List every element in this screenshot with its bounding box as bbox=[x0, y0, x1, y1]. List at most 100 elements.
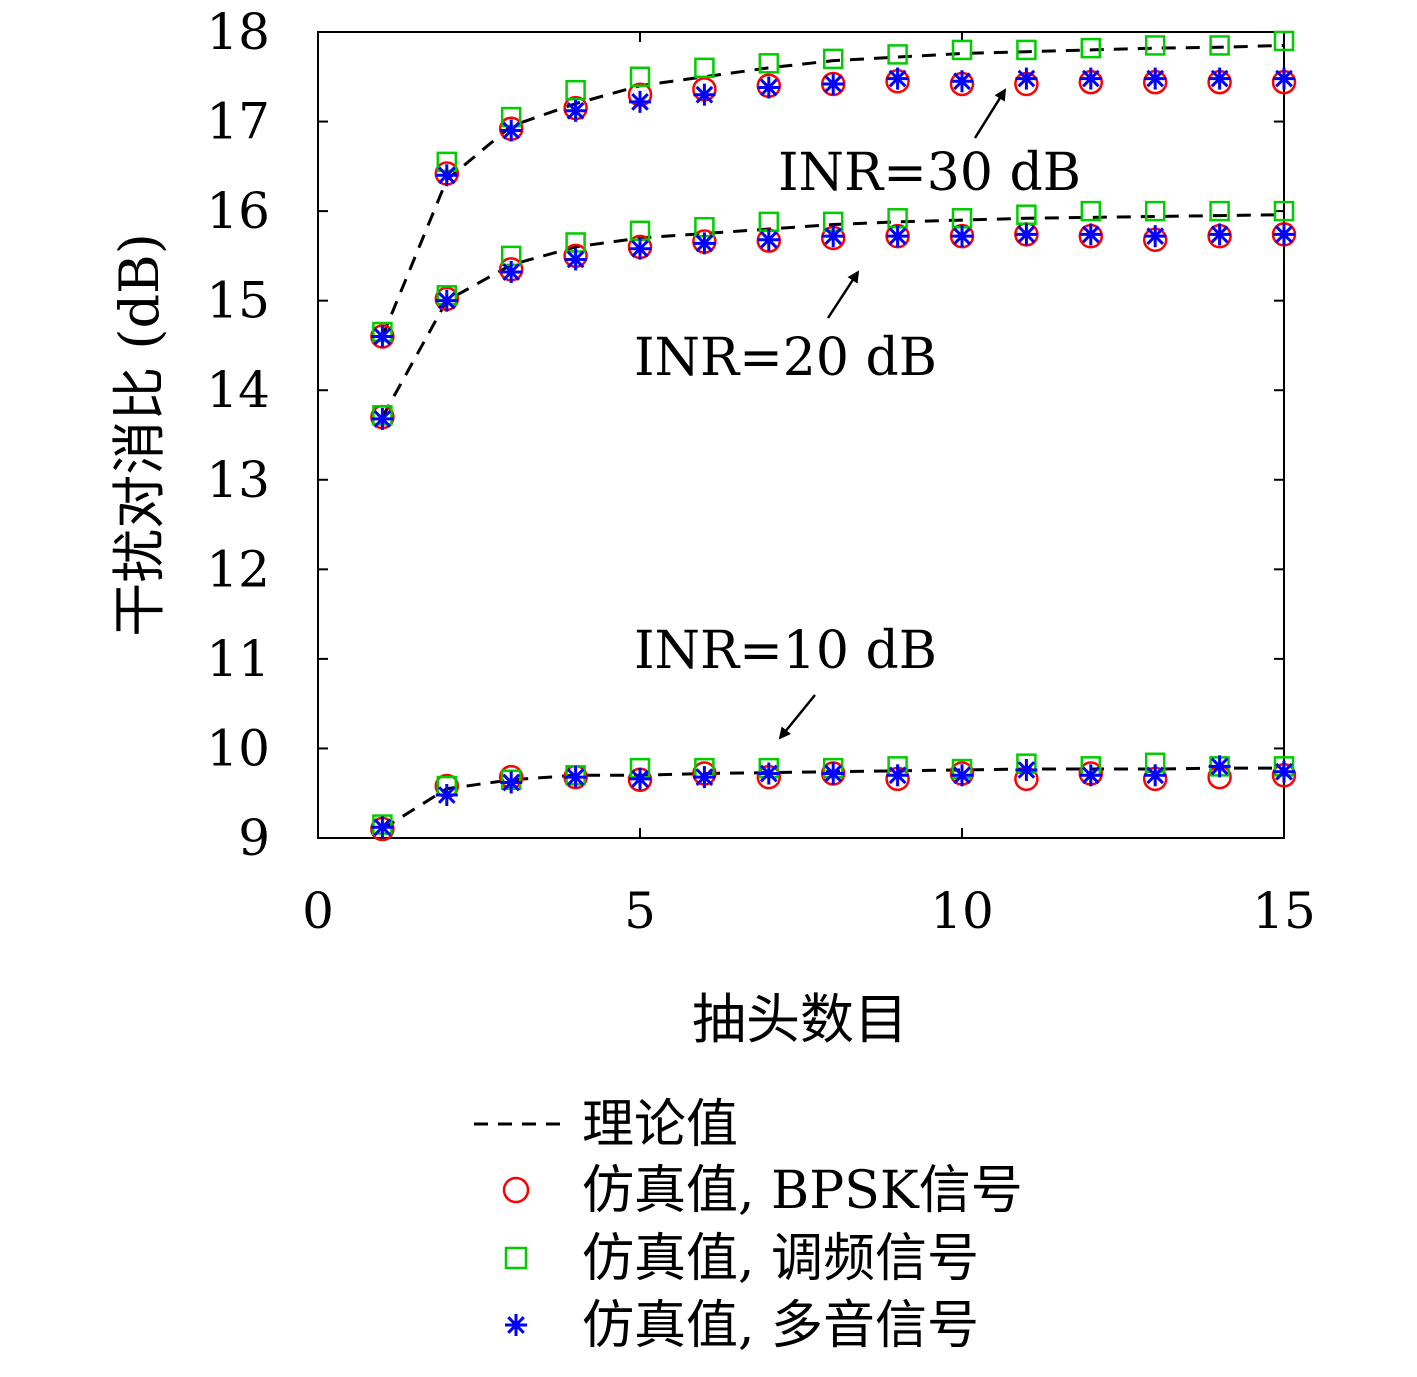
multitone-point bbox=[693, 766, 716, 789]
y-tick-label: 18 bbox=[206, 3, 270, 61]
y-tick-label: 12 bbox=[206, 540, 270, 598]
annotations: INR=30 dB INR=20 dB INR=10 dB bbox=[634, 88, 1081, 740]
fm-point bbox=[1016, 204, 1037, 225]
fm-point bbox=[1273, 200, 1295, 222]
theory-series-line bbox=[381, 213, 1285, 418]
multitone-point bbox=[1079, 223, 1102, 246]
fm-point bbox=[1209, 35, 1230, 56]
y-tick-label: 13 bbox=[206, 451, 270, 509]
theory-series-line bbox=[381, 43, 1285, 338]
multitone-point bbox=[1079, 67, 1102, 90]
y-tick-labels: 9 10 11 12 13 14 15 16 17 18 bbox=[206, 3, 270, 867]
y-tick-label: 11 bbox=[206, 630, 270, 688]
multitone-point bbox=[886, 764, 909, 787]
multitone-point bbox=[629, 767, 651, 790]
multitone-point bbox=[886, 67, 909, 90]
inr-annotation: INR=20 dB bbox=[634, 328, 937, 388]
x-axis-label: 抽头数目 bbox=[692, 988, 908, 1051]
multitone-point bbox=[1208, 755, 1231, 778]
legend-label: 仿真值, BPSK信号 bbox=[582, 1161, 1023, 1221]
y-tick-label: 14 bbox=[206, 361, 270, 419]
legend-item: 仿真值, 多音信号 bbox=[505, 1296, 979, 1356]
legend-label: 仿真值, 多音信号 bbox=[582, 1296, 979, 1356]
multitone-point bbox=[1144, 67, 1167, 90]
multitone-point bbox=[693, 83, 716, 106]
x-tick-label: 5 bbox=[624, 882, 656, 940]
multitone-point bbox=[1273, 67, 1295, 90]
multitone-point bbox=[1144, 225, 1167, 248]
multitone-point bbox=[500, 771, 523, 794]
multitone-point bbox=[951, 70, 973, 93]
plot-border bbox=[317, 31, 1285, 839]
legend-circle-marker bbox=[502, 1176, 530, 1204]
multitone-point bbox=[1273, 760, 1295, 783]
x-tick-labels: 0 5 10 15 bbox=[302, 882, 1316, 940]
multitone-point bbox=[564, 99, 587, 122]
multitone-point bbox=[1144, 764, 1167, 787]
multitone-point bbox=[371, 325, 394, 348]
multitone-point bbox=[435, 164, 458, 187]
multitone-point bbox=[822, 762, 845, 785]
fm-point bbox=[1144, 200, 1166, 222]
multitone-point bbox=[564, 248, 587, 271]
multitone-point bbox=[500, 119, 523, 142]
x-tick-label: 0 bbox=[302, 882, 334, 940]
axis-ticks bbox=[317, 31, 1285, 839]
fm-point bbox=[1209, 200, 1230, 222]
multitone-point bbox=[564, 766, 587, 789]
x-tick-label: 15 bbox=[1252, 882, 1316, 940]
fm-point bbox=[1080, 37, 1102, 59]
inr-annotation: INR=30 dB bbox=[778, 143, 1081, 203]
multitone-point bbox=[629, 237, 651, 260]
multitone-point bbox=[371, 816, 394, 839]
legend-label: 仿真值, 调频信号 bbox=[582, 1229, 979, 1289]
legend-star-marker bbox=[505, 1314, 527, 1336]
multitone-point bbox=[822, 225, 845, 248]
annotation-arrow bbox=[778, 694, 816, 740]
multitone-point bbox=[757, 762, 780, 785]
annotation-arrow bbox=[826, 270, 860, 319]
fm-point bbox=[1144, 35, 1166, 56]
plot-area bbox=[317, 31, 1285, 839]
fm-point bbox=[1080, 200, 1102, 222]
legend-item: 理论值 bbox=[474, 1095, 738, 1155]
multitone-point bbox=[693, 232, 716, 255]
multitone-point bbox=[1208, 67, 1231, 90]
multitone-point bbox=[435, 784, 458, 807]
multitone-point bbox=[757, 76, 780, 99]
legend-square-marker bbox=[504, 1246, 528, 1270]
multitone-point bbox=[500, 261, 523, 284]
data-markers bbox=[370, 30, 1297, 842]
fm-point bbox=[565, 79, 586, 101]
y-axis-label: 干扰对消比 (dB) bbox=[108, 233, 171, 637]
legend-item: 仿真值, BPSK信号 bbox=[502, 1161, 1023, 1221]
y-tick-label: 9 bbox=[238, 809, 270, 867]
fm-point bbox=[694, 57, 715, 79]
multitone-point bbox=[1079, 764, 1102, 787]
multitone-point bbox=[371, 407, 394, 430]
fm-point bbox=[822, 48, 844, 70]
fm-point bbox=[1016, 39, 1037, 61]
fm-point bbox=[887, 44, 908, 65]
x-tick-label: 10 bbox=[930, 882, 994, 940]
multitone-point bbox=[435, 289, 458, 312]
multitone-point bbox=[951, 764, 973, 787]
fm-point bbox=[758, 53, 780, 74]
multitone-point bbox=[1015, 223, 1038, 246]
multitone-point bbox=[629, 90, 651, 113]
fm-point bbox=[951, 39, 973, 61]
fm-point bbox=[629, 66, 651, 88]
multitone-point bbox=[822, 72, 845, 95]
multitone-point bbox=[1208, 223, 1231, 246]
inr-annotation: INR=10 dB bbox=[634, 621, 937, 681]
multitone-point bbox=[1015, 67, 1038, 90]
legend-item: 仿真值, 调频信号 bbox=[504, 1229, 979, 1289]
multitone-point bbox=[886, 225, 909, 248]
multitone-point bbox=[1015, 758, 1038, 781]
multitone-point bbox=[757, 228, 780, 251]
y-tick-label: 15 bbox=[206, 272, 270, 330]
y-tick-label: 17 bbox=[206, 93, 270, 151]
multitone-point bbox=[1273, 223, 1295, 246]
